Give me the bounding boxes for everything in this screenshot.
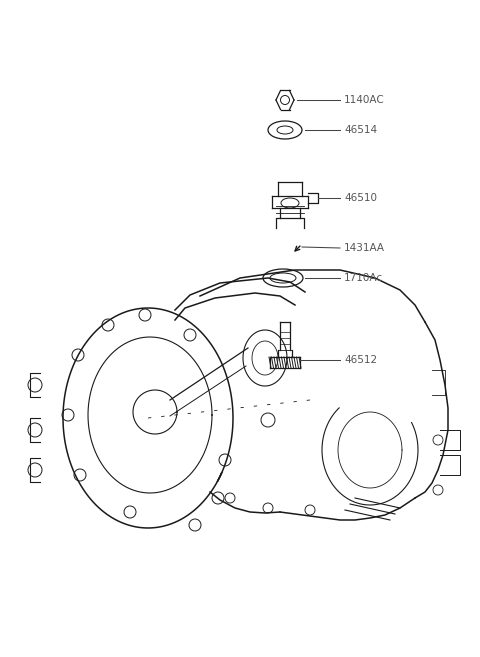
Text: 1710Ac: 1710Ac [344,273,383,283]
Text: 46510: 46510 [344,193,377,203]
Text: 1140AC: 1140AC [344,95,385,105]
Text: 46512: 46512 [344,355,377,365]
Text: 46514: 46514 [344,125,377,135]
Text: 1431AA: 1431AA [344,243,385,253]
